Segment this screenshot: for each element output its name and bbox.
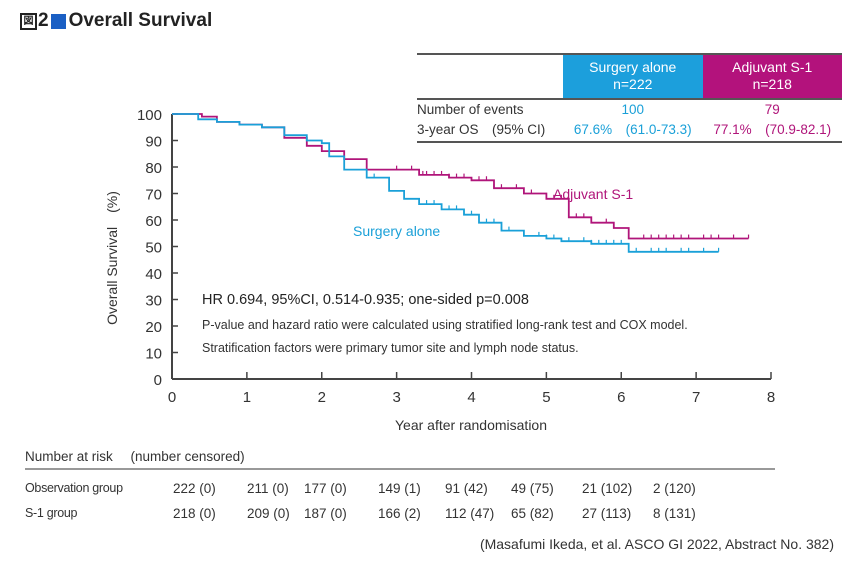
series-label-surgery-alone: Surgery alone — [353, 223, 440, 239]
y-tick-label: 30 — [145, 293, 162, 310]
y-tick-label: 100 — [137, 107, 162, 124]
x-tick-label: 8 — [767, 389, 775, 406]
group-name: Surgery alone — [589, 59, 677, 75]
curve-adjuvant-s-1 — [172, 113, 749, 240]
y-tick-label: 10 — [145, 346, 162, 363]
risk-cell: 187 (0) — [304, 506, 347, 521]
y-axis-label: Overall Survival (%) — [104, 191, 120, 325]
survival-curves — [172, 113, 750, 253]
header-adjuvant-s1: Adjuvant S-1 n=218 — [702, 55, 842, 98]
y-tick-label: 50 — [145, 240, 162, 257]
group-n: n=218 — [752, 76, 792, 92]
x-tick-label: 2 — [318, 389, 326, 406]
risk-header: Number at risk (number censored) — [25, 447, 775, 467]
risk-cell: 177 (0) — [304, 481, 347, 496]
page-title: Overall Survival — [68, 10, 213, 31]
summary-bottom-rule — [417, 141, 842, 143]
summary-header: Surgery alone n=222 Adjuvant S-1 n=218 — [417, 55, 842, 98]
risk-cell: 149 (1) — [378, 481, 421, 496]
x-tick-label: 1 — [243, 389, 251, 406]
risk-cell: 166 (2) — [378, 506, 421, 521]
risk-cell: 8 (131) — [653, 506, 696, 521]
events-surgery: 100 — [621, 102, 645, 117]
x-tick-label: 3 — [392, 389, 400, 406]
group-name: Adjuvant S-1 — [732, 59, 813, 75]
axes: 0 10 20 30 40 50 60 70 80 90 100 0 1 2 3 4 5 6 7 8 — [137, 107, 775, 406]
y-tick-label: 70 — [145, 187, 162, 204]
summary-top-rule — [417, 53, 842, 55]
figure-title: 図 2 Overall Survival — [20, 10, 212, 32]
row-label: 3-year OS (95% CI) — [417, 122, 546, 137]
risk-cell: 2 (120) — [653, 481, 696, 496]
y-tick-label: 40 — [145, 266, 162, 283]
events-s1: 79 — [764, 102, 780, 117]
blue-square-icon — [50, 13, 66, 29]
y-tick-label: 0 — [154, 372, 162, 389]
y-tick-label: 20 — [145, 319, 162, 336]
km-chart: 0 10 20 30 40 50 60 70 80 90 100 0 1 2 3 4 5 6 7 8 Overall … — [104, 107, 775, 433]
header-surgery-alone: Surgery alone n=222 — [563, 55, 703, 98]
figure-badge: 図 — [20, 12, 37, 30]
summary-row-events: Number of events 100 79 — [417, 100, 842, 120]
risk-cell: 211 (0) — [247, 481, 289, 496]
risk-cell: 222 (0) — [173, 481, 216, 496]
summary-row-3yr-os: 3-year OS (95% CI) 67.6% (61.0-73.3) 77.… — [417, 120, 842, 140]
risk-title: Number at risk — [25, 449, 113, 464]
summary-mid-rule — [417, 98, 842, 100]
citation: (Masafumi Ikeda, et al. ASCO GI 2022, Ab… — [479, 536, 834, 552]
risk-cell: 218 (0) — [173, 506, 216, 521]
x-tick-label: 6 — [617, 389, 625, 406]
x-axis-label: Year after randomisation — [395, 417, 547, 433]
annotation-stratification: Stratification factors were primary tumo… — [202, 341, 579, 355]
x-tick-label: 4 — [467, 389, 475, 406]
risk-table: Number at risk (number censored) Observa… — [25, 447, 775, 526]
risk-cell: 21 (102) — [582, 481, 633, 496]
series-label-adjuvant-s1: Adjuvant S-1 — [553, 186, 633, 202]
os-surgery: 67.6% (61.0-73.3) — [573, 122, 692, 137]
x-tick-label: 0 — [168, 389, 176, 406]
y-tick-label: 80 — [145, 160, 162, 177]
annotation-hr: HR 0.694, 95%CI, 0.514-0.935; one-sided … — [202, 292, 529, 308]
annotation-method: P-value and hazard ratio were calculated… — [202, 318, 688, 332]
risk-cell: 91 (42) — [445, 481, 488, 496]
group-n: n=222 — [613, 76, 653, 92]
risk-group-label: Observation group — [25, 481, 123, 495]
row-label: Number of events — [417, 102, 524, 117]
curve-surgery-alone — [172, 113, 719, 253]
risk-row-observation: Observation group 222 (0) 211 (0) 177 (0) 1… — [25, 476, 775, 501]
y-tick-label: 90 — [145, 134, 162, 151]
os-s1: 77.1% (70.9-82.1) — [713, 122, 832, 137]
summary-table: Surgery alone n=222 Adjuvant S-1 n=218 N… — [417, 53, 842, 143]
risk-group-label: S-1 group — [25, 506, 78, 520]
risk-cell: 112 (47) — [445, 506, 495, 521]
risk-cell: 209 (0) — [247, 506, 290, 521]
risk-cell: 65 (82) — [511, 506, 554, 521]
risk-cell: 27 (113) — [582, 506, 632, 521]
risk-cell: 49 (75) — [511, 481, 554, 496]
risk-rule — [25, 468, 775, 470]
x-tick-label: 5 — [542, 389, 550, 406]
x-tick-label: 7 — [692, 389, 700, 406]
risk-row-s1: S-1 group 218 (0) 209 (0) 187 (0) 166 (2) 11… — [25, 501, 775, 526]
figure-number: 2 — [38, 10, 49, 31]
risk-subtitle: (number censored) — [130, 449, 245, 464]
y-tick-label: 60 — [145, 213, 162, 230]
